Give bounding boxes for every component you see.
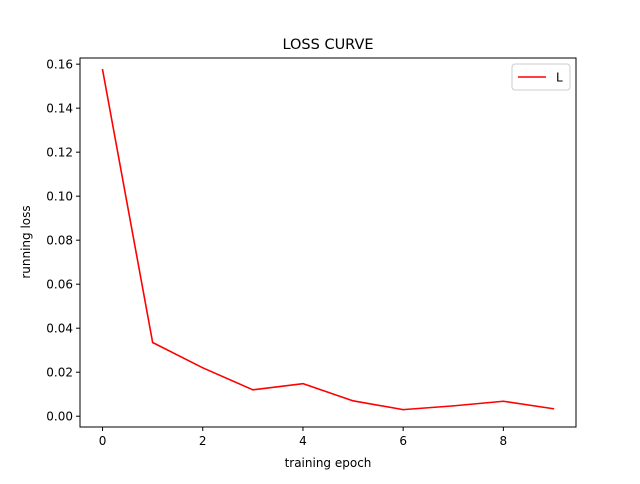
y-axis-ticks: 0.00 0.02 0.04 0.06 0.08 0.10 0.12 0.14 0.16 [46,57,80,424]
plot-area [101,68,555,411]
y-tick-label: 0.16 [46,57,73,71]
data-point [201,367,204,369]
x-axis-ticks: 0 2 4 6 8 [99,427,507,448]
legend: L [511,63,571,91]
y-tick-label: 0.06 [46,277,73,291]
legend-label: L [556,70,563,84]
y-tick-label: 0.12 [46,145,73,159]
data-point [151,341,154,344]
y-tick-label: 0.02 [46,366,73,380]
y-tick-label: 0.10 [46,189,73,203]
y-tick-label: 0.08 [46,233,73,247]
series-line-L [101,69,554,411]
data-point [402,408,404,411]
x-tick-label: 6 [399,434,407,448]
chart-title: LOSS CURVE [282,37,373,53]
data-point [452,405,455,407]
data-point [101,68,104,71]
data-point [552,407,555,410]
y-tick-label: 0.14 [46,101,73,115]
x-tick-label: 2 [199,434,207,448]
data-point [302,382,304,385]
data-point [502,400,505,403]
y-axis-label: running loss [19,205,33,278]
x-tick-label: 8 [500,434,508,448]
data-point [352,400,354,402]
data-point [252,389,254,391]
x-tick-label: 0 [99,434,107,448]
x-axis-label: training epoch [285,456,372,470]
plot-frame [79,57,577,428]
x-tick-label: 4 [299,434,307,448]
y-tick-label: 0.04 [46,322,73,336]
y-tick-label: 0.00 [46,410,73,424]
